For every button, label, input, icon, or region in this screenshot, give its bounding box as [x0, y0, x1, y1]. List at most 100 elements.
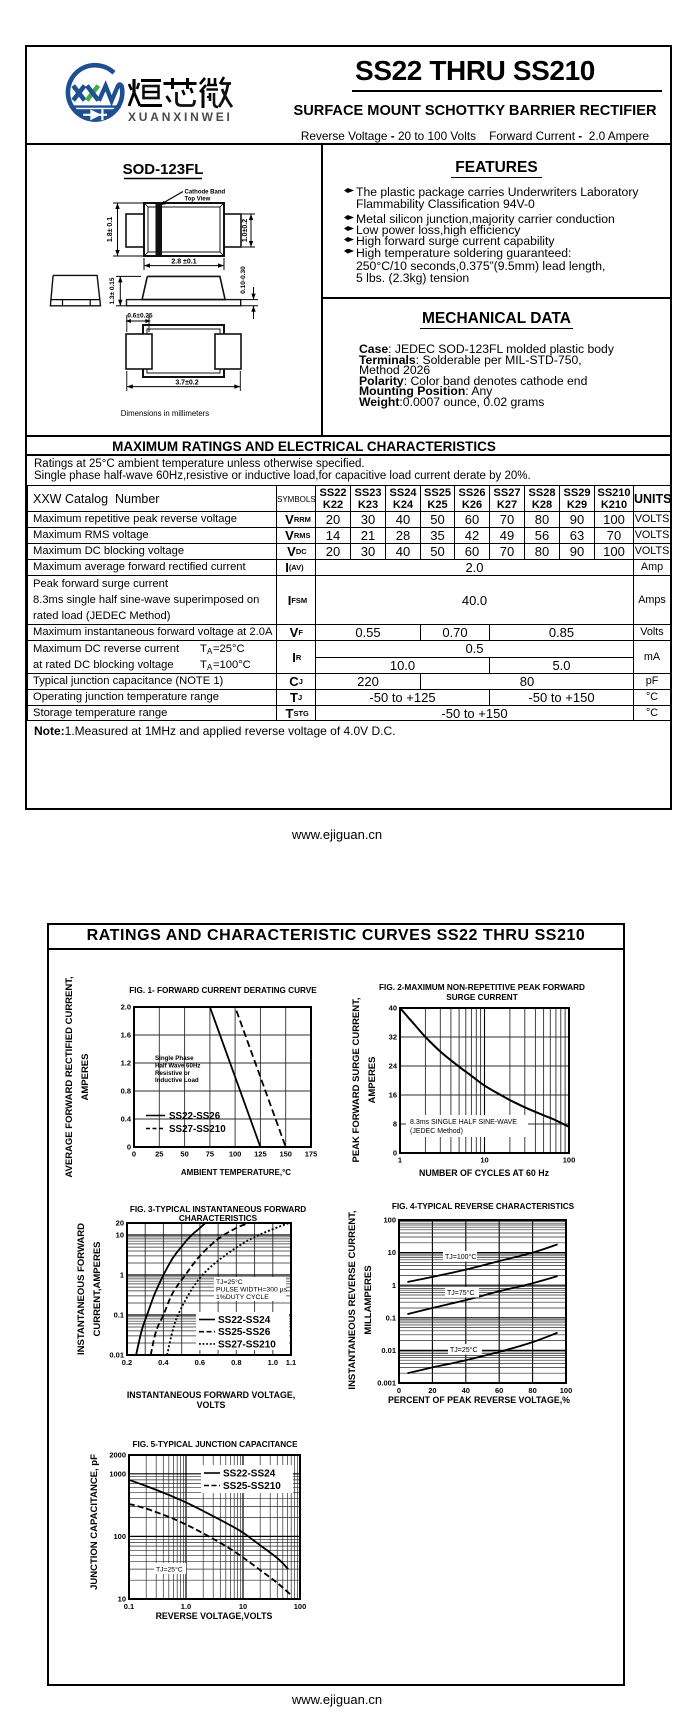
svg-text:0.6±0.25: 0.6±0.25: [127, 313, 153, 320]
svg-text:10: 10: [118, 1595, 126, 1604]
svg-text:INSTANTANEOUS FORWARD: INSTANTANEOUS FORWARD: [76, 1223, 87, 1355]
svg-text:0: 0: [127, 1143, 131, 1152]
svg-text:8: 8: [393, 1120, 397, 1129]
svg-text:10: 10: [388, 1248, 396, 1257]
svg-text:1%DUTY CYCLE: 1%DUTY CYCLE: [216, 1294, 269, 1301]
svg-text:100: 100: [229, 1150, 242, 1159]
svg-text:SS27-SS210: SS27-SS210: [218, 1339, 276, 1350]
svg-text:125: 125: [254, 1150, 267, 1159]
svg-text:FIG. 3-TYPICAL INSTANTANEOUS F: FIG. 3-TYPICAL INSTANTANEOUS FORWARD: [130, 1205, 306, 1214]
svg-text:Resistive or: Resistive or: [155, 1070, 191, 1077]
svg-text:0.01: 0.01: [381, 1346, 396, 1355]
svg-text:AMBIENT TEMPERATURE,°C: AMBIENT TEMPERATURE,°C: [181, 1168, 291, 1177]
svg-text:40: 40: [389, 1004, 397, 1013]
svg-text:Top View: Top View: [185, 197, 211, 203]
svg-text:Half Wave 60Hz: Half Wave 60Hz: [155, 1062, 201, 1069]
svg-text:1.0: 1.0: [181, 1602, 191, 1611]
svg-text:0.8: 0.8: [231, 1358, 241, 1367]
svg-text:100: 100: [383, 1216, 396, 1225]
svg-text:1.6: 1.6: [121, 1031, 131, 1040]
svg-text:FIG. 5-TYPICAL JUNCTION CAPACI: FIG. 5-TYPICAL JUNCTION CAPACITANCE: [132, 1440, 298, 1449]
svg-text:100: 100: [113, 1532, 126, 1541]
svg-text:REVERSE VOLTAGE,VOLTS: REVERSE VOLTAGE,VOLTS: [156, 1611, 273, 1621]
svg-text:AMPERES: AMPERES: [367, 1057, 378, 1104]
svg-text:INSTANTANEOUS FORWARD VOLTAGE,: INSTANTANEOUS FORWARD VOLTAGE,: [127, 1390, 295, 1400]
svg-text:0.6: 0.6: [195, 1358, 205, 1367]
svg-text:80: 80: [528, 1386, 536, 1395]
svg-text:Single Phase: Single Phase: [155, 1055, 194, 1062]
svg-text:1.2: 1.2: [121, 1059, 131, 1068]
svg-text:1.3± 0.15: 1.3± 0.15: [109, 277, 116, 304]
svg-text:SS22-SS26: SS22-SS26: [169, 1111, 221, 1122]
svg-text:24: 24: [389, 1062, 398, 1071]
svg-text:FIG. 2-MAXIMUM NON-REPETITIVE: FIG. 2-MAXIMUM NON-REPETITIVE PEAK FORWA…: [379, 983, 585, 992]
svg-text:FIG. 4-TYPICAL REVERSE CHARACT: FIG. 4-TYPICAL REVERSE CHARACTERISTICS: [392, 1202, 575, 1211]
svg-text:(JEDEC Method): (JEDEC Method): [410, 1128, 463, 1135]
svg-text:VOLTS: VOLTS: [197, 1400, 226, 1410]
svg-text:PULSE WIDTH=300 µs: PULSE WIDTH=300 µs: [216, 1287, 288, 1294]
svg-text:3.7±0.2: 3.7±0.2: [175, 379, 198, 386]
svg-text:20: 20: [116, 1219, 124, 1228]
svg-text:0.1: 0.1: [114, 1311, 124, 1320]
svg-text:2000: 2000: [109, 1451, 126, 1460]
svg-text:10: 10: [239, 1602, 247, 1611]
svg-text:TJ=25°C: TJ=25°C: [156, 1566, 183, 1574]
svg-text:100: 100: [563, 1156, 576, 1165]
svg-text:0.10-0.30: 0.10-0.30: [240, 266, 247, 294]
svg-text:CHARACTERISTICS: CHARACTERISTICS: [179, 1214, 258, 1223]
svg-text:SOD-123FL: SOD-123FL: [123, 161, 204, 178]
svg-text:1.0: 1.0: [268, 1358, 278, 1367]
svg-text:2.8 ±0.1: 2.8 ±0.1: [171, 259, 196, 266]
svg-text:100: 100: [560, 1386, 573, 1395]
svg-text:1000: 1000: [109, 1469, 126, 1478]
svg-text:SS22-SS24: SS22-SS24: [218, 1315, 271, 1326]
svg-text:1: 1: [392, 1281, 396, 1290]
svg-text:TJ=100°C: TJ=100°C: [445, 1253, 476, 1261]
svg-text:XUANXINWEI: XUANXINWEI: [128, 110, 233, 124]
svg-text:NUMBER OF CYCLES AT 60 Hz: NUMBER OF CYCLES AT 60 Hz: [419, 1168, 550, 1178]
svg-text:Dimensions in millimeters: Dimensions in millimeters: [121, 409, 209, 418]
svg-text:2.0: 2.0: [121, 1003, 131, 1012]
svg-text:16: 16: [389, 1091, 397, 1100]
svg-text:0.01: 0.01: [109, 1351, 124, 1360]
svg-text:8.3ms SINGLE HALF SINE-WAVE: 8.3ms SINGLE HALF SINE-WAVE: [410, 1119, 517, 1126]
svg-text:0.1: 0.1: [124, 1602, 134, 1611]
svg-text:10: 10: [480, 1156, 488, 1165]
svg-text:60: 60: [495, 1386, 503, 1395]
svg-text:PERCENT OF PEAK REVERSE VOLTAG: PERCENT OF PEAK REVERSE VOLTAGE,%: [388, 1395, 570, 1405]
svg-text:175: 175: [305, 1150, 318, 1159]
svg-text:150: 150: [279, 1150, 292, 1159]
svg-text:1.1: 1.1: [286, 1358, 296, 1367]
svg-text:40: 40: [462, 1386, 470, 1395]
svg-text:1: 1: [120, 1271, 124, 1280]
svg-text:FIG. 1- FORWARD CURRENT DERATI: FIG. 1- FORWARD CURRENT DERATING CURVE: [129, 986, 317, 995]
svg-text:25: 25: [155, 1150, 163, 1159]
svg-text:CURRENT,AMPERES: CURRENT,AMPERES: [92, 1241, 103, 1336]
svg-text:100: 100: [294, 1602, 307, 1611]
svg-text:AVERAGE FORWARD RECTIFIED CURR: AVERAGE FORWARD RECTIFIED CURRENT,: [64, 976, 75, 1177]
svg-text:1: 1: [398, 1156, 402, 1165]
svg-text:75: 75: [206, 1150, 214, 1159]
svg-text:PEAK FORWARD SURGE CURRENT,: PEAK FORWARD SURGE CURRENT,: [351, 997, 362, 1162]
svg-text:10: 10: [116, 1231, 124, 1240]
svg-text:0: 0: [132, 1150, 136, 1159]
svg-text:MILLAMPERES: MILLAMPERES: [363, 1265, 374, 1334]
svg-text:SURGE CURRENT: SURGE CURRENT: [446, 993, 517, 1002]
svg-text:SS27-SS210: SS27-SS210: [169, 1124, 226, 1135]
svg-text:INSTANTANEOUS REVERSE CURRENT,: INSTANTANEOUS REVERSE CURRENT,: [347, 1210, 358, 1389]
svg-text:SS22-SS24: SS22-SS24: [223, 1469, 276, 1480]
svg-text:0.8: 0.8: [121, 1087, 131, 1096]
svg-text:32: 32: [389, 1033, 397, 1042]
svg-text:1.0±0.2: 1.0±0.2: [242, 219, 249, 242]
svg-text:TJ=25°C: TJ=25°C: [450, 1346, 478, 1354]
svg-text:SS25-SS26: SS25-SS26: [218, 1327, 271, 1338]
svg-text:0.1: 0.1: [386, 1313, 396, 1322]
svg-text:Inductive Load: Inductive Load: [155, 1077, 199, 1084]
svg-text:20: 20: [428, 1386, 436, 1395]
svg-text:1.8± 0.1: 1.8± 0.1: [107, 217, 114, 242]
svg-text:0.2: 0.2: [122, 1358, 132, 1367]
svg-text:AMPERES: AMPERES: [80, 1054, 91, 1101]
svg-text:0: 0: [393, 1149, 397, 1158]
svg-text:Cathode Band: Cathode Band: [185, 190, 226, 196]
svg-text:TJ=25°C: TJ=25°C: [216, 1278, 243, 1286]
